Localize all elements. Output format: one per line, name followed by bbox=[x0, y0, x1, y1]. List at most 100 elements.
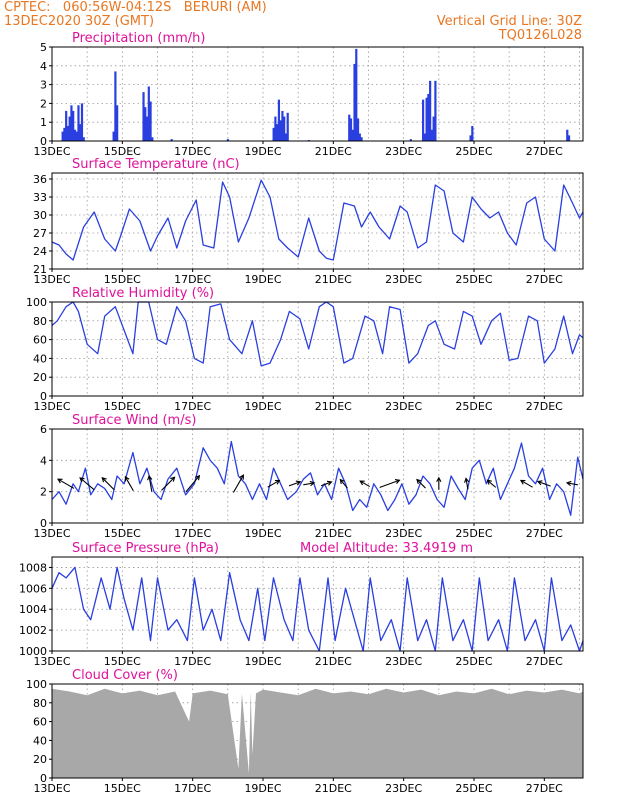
wind-arrow bbox=[303, 480, 316, 487]
precip-bar bbox=[469, 135, 472, 141]
wind-arrow-shaft bbox=[57, 478, 75, 489]
precip-bar bbox=[348, 114, 351, 141]
temp-ytick-label: 36 bbox=[33, 173, 47, 186]
precip-bar bbox=[66, 125, 70, 141]
precip-bar bbox=[281, 110, 284, 141]
precip-bar bbox=[286, 112, 289, 141]
precip-xtick-label: 15DEC bbox=[104, 145, 141, 158]
wind-arrow-shaft bbox=[520, 479, 533, 488]
rh-ytick-label: 100 bbox=[26, 296, 47, 309]
temp-ytick-label: 24 bbox=[33, 245, 47, 258]
wind-arrow-shaft bbox=[148, 475, 153, 492]
pressure-series-line bbox=[51, 566, 584, 652]
precip-bar bbox=[65, 110, 68, 141]
precip-bar bbox=[61, 131, 64, 141]
rh-xtick-label: 13DEC bbox=[33, 400, 70, 413]
wind-xtick-label: 13DEC bbox=[33, 527, 70, 540]
wind-arrow-shaft bbox=[232, 474, 244, 493]
temp-xtick-label: 27DEC bbox=[526, 273, 563, 286]
wind-arrow-head bbox=[486, 479, 492, 485]
wind-arrow-shaft bbox=[288, 481, 301, 487]
precip-bar bbox=[274, 116, 277, 141]
cloud-ytick-label: 80 bbox=[33, 697, 47, 710]
precip-xtick-label: 25DEC bbox=[455, 145, 492, 158]
wind-arrow bbox=[464, 477, 470, 490]
wind-arrow-shaft bbox=[566, 482, 578, 486]
rh-xtick-label: 15DEC bbox=[104, 400, 141, 413]
wind-arrow-shaft bbox=[465, 478, 469, 490]
rh-xtick-label: 25DEC bbox=[455, 400, 492, 413]
precip-bar bbox=[70, 105, 73, 141]
wind-arrow bbox=[101, 477, 115, 491]
wind-arrow bbox=[320, 480, 333, 487]
wind-arrow-shaft bbox=[487, 479, 497, 488]
precip-xtick-label: 23DEC bbox=[385, 145, 422, 158]
precip-bar bbox=[72, 110, 75, 141]
wind-ytick-label: 6 bbox=[40, 423, 47, 436]
wind-xtick-label: 17DEC bbox=[174, 527, 211, 540]
pressure-xtick-label: 25DEC bbox=[455, 655, 492, 668]
pressure-xtick-label: 15DEC bbox=[104, 655, 141, 668]
wind-arrow-shaft bbox=[537, 481, 551, 487]
wind-arrow bbox=[536, 480, 551, 487]
wind-arrow-shaft bbox=[379, 479, 400, 488]
temp-panel: 21 24 27 30 33 36 13DEC 15DEC 17DEC 19DEC 21DEC 23D… bbox=[33, 157, 584, 286]
wind-arrow-shaft bbox=[79, 477, 95, 491]
cloud-xtick-label: 21DEC bbox=[315, 782, 352, 795]
cloud-ytick-label: 40 bbox=[33, 734, 47, 747]
wind-arrow bbox=[267, 479, 281, 488]
precip-xtick-label: 19DEC bbox=[244, 145, 281, 158]
rh-frame bbox=[51, 301, 584, 397]
precip-bar bbox=[79, 124, 82, 141]
temp-ytick-label: 30 bbox=[33, 209, 47, 222]
precip-bar bbox=[226, 139, 230, 141]
wind-arrow bbox=[185, 474, 201, 493]
temp-ytick-label: 21 bbox=[33, 263, 47, 276]
pressure-ytick-label: 1004 bbox=[19, 603, 47, 616]
wind-arrow bbox=[147, 474, 153, 492]
wind-arrow bbox=[416, 478, 426, 489]
precip-bar bbox=[277, 99, 281, 141]
precip-bar bbox=[349, 118, 353, 141]
precip-bar bbox=[142, 92, 145, 141]
precip-bar bbox=[425, 97, 428, 141]
wind-arrow-head bbox=[195, 474, 201, 481]
precip-bar bbox=[145, 116, 149, 141]
rh-ytick-label: 20 bbox=[33, 371, 47, 384]
wind-arrow-head bbox=[79, 477, 85, 483]
pressure-ytick-label: 1002 bbox=[19, 624, 47, 637]
wind-arrow-head bbox=[519, 479, 526, 485]
rh-title: Relative Humidity (%) bbox=[72, 286, 214, 301]
precip-ytick-label: 3 bbox=[40, 79, 47, 92]
pressure-xtick-label: 19DEC bbox=[244, 655, 281, 668]
cloud-xtick-label: 27DEC bbox=[526, 782, 563, 795]
cloud-panel: 0 20 40 60 80 100 13DEC 15DEC 17DEC 19DEC 21DEC 23D… bbox=[26, 668, 584, 795]
wind-arrow-head bbox=[339, 478, 345, 485]
cloud-title: Cloud Cover (%) bbox=[72, 668, 178, 683]
wind-arrow-head bbox=[309, 480, 316, 487]
cloud-xtick-label: 15DEC bbox=[104, 782, 141, 795]
wind-arrow-head bbox=[170, 476, 176, 482]
cloud-xtick-label: 23DEC bbox=[385, 782, 422, 795]
cloud-ytick-label: 100 bbox=[26, 678, 47, 691]
wind-frame bbox=[51, 428, 584, 524]
wind-arrow-head bbox=[295, 480, 302, 486]
precip-title: Precipitation (mm/h) bbox=[72, 31, 205, 46]
precip-bar bbox=[409, 139, 412, 141]
precip-bar bbox=[421, 99, 425, 141]
temp-xtick-label: 17DEC bbox=[174, 273, 211, 286]
wind-arrow bbox=[339, 478, 348, 489]
wind-ytick-label: 2 bbox=[40, 486, 47, 499]
wind-arrow bbox=[486, 479, 497, 488]
header-line2: 13DEC2020 30Z (GMT) bbox=[4, 14, 155, 29]
temp-series-line bbox=[51, 179, 584, 261]
rh-xtick-label: 17DEC bbox=[174, 400, 211, 413]
precip-bar bbox=[355, 48, 358, 141]
wind-arrow bbox=[288, 480, 302, 487]
cloud-ytick-label: 20 bbox=[33, 753, 47, 766]
wind-xtick-label: 23DEC bbox=[385, 527, 422, 540]
precip-bar bbox=[114, 71, 117, 141]
rh-ytick-label: 0 bbox=[40, 390, 47, 403]
cloud-area bbox=[52, 688, 583, 778]
